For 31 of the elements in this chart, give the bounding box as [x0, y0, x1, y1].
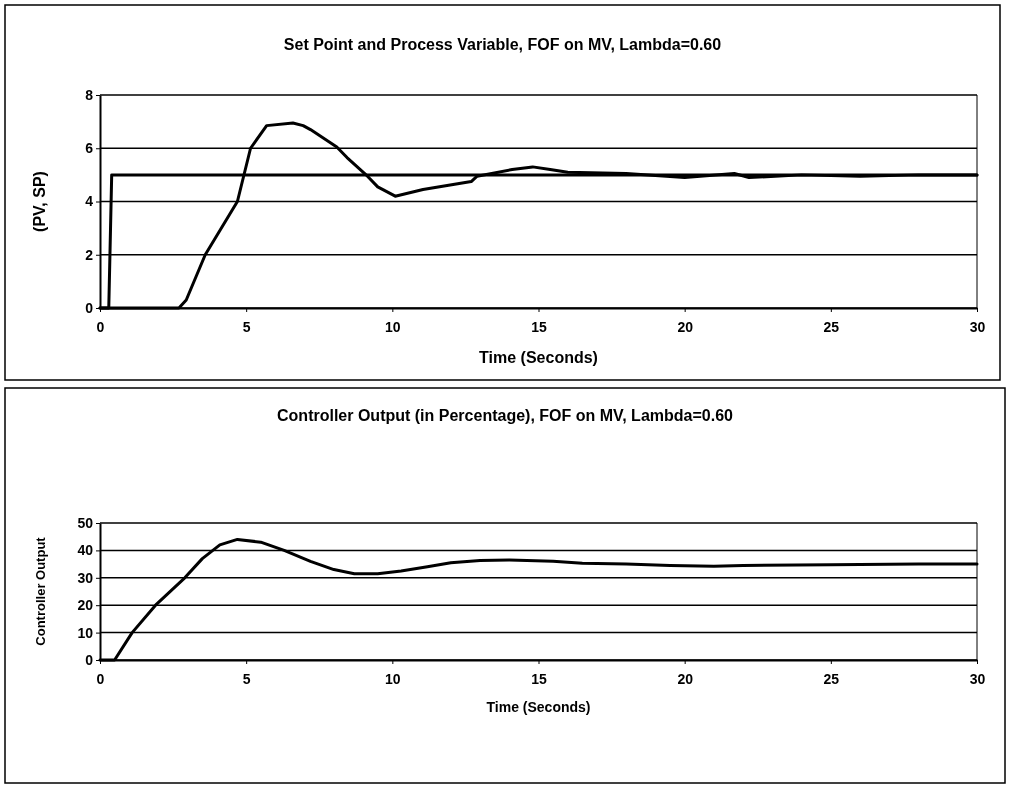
y-tick-label: 10	[77, 624, 94, 641]
x-tick-label: 20	[677, 318, 694, 335]
x-tick-label: 25	[823, 318, 840, 335]
y-tick-label: 20	[77, 597, 94, 614]
x-tick-label: 30	[969, 670, 986, 687]
x-tick-label: 15	[531, 670, 547, 687]
y-tick-label: 8	[85, 86, 94, 103]
x-tick-label: 15	[531, 318, 547, 335]
x-tick-label: 10	[385, 318, 401, 335]
y-tick-label: 40	[77, 542, 94, 559]
y-tick-label: 4	[85, 193, 94, 210]
x-tick-label: 20	[677, 670, 694, 687]
y-axis-title: (PV, SP)	[31, 171, 48, 232]
x-axis-title: Time (Seconds)	[486, 699, 591, 715]
x-tick-label: 0	[96, 318, 105, 335]
y-tick-label: 50	[77, 514, 94, 531]
x-tick-label: 5	[242, 318, 251, 335]
x-tick-label: 30	[969, 318, 986, 335]
y-tick-label: 2	[85, 246, 94, 263]
y-tick-label: 0	[85, 299, 94, 316]
chart-title: Set Point and Process Variable, FOF on MV, Lambda=0.60	[283, 36, 722, 53]
x-tick-label: 10	[385, 670, 401, 687]
x-tick-label: 5	[242, 670, 251, 687]
x-tick-label: 25	[823, 670, 840, 687]
y-tick-label: 30	[77, 569, 94, 586]
x-axis-title: Time (Seconds)	[479, 349, 598, 366]
y-tick-label: 6	[85, 140, 94, 157]
y-axis-title: Controller Output	[33, 536, 48, 646]
y-tick-label: 0	[85, 651, 94, 668]
chart-title: Controller Output (in Percentage), FOF on MV, Lambda=0.60	[277, 407, 734, 424]
x-tick-label: 0	[96, 670, 105, 687]
